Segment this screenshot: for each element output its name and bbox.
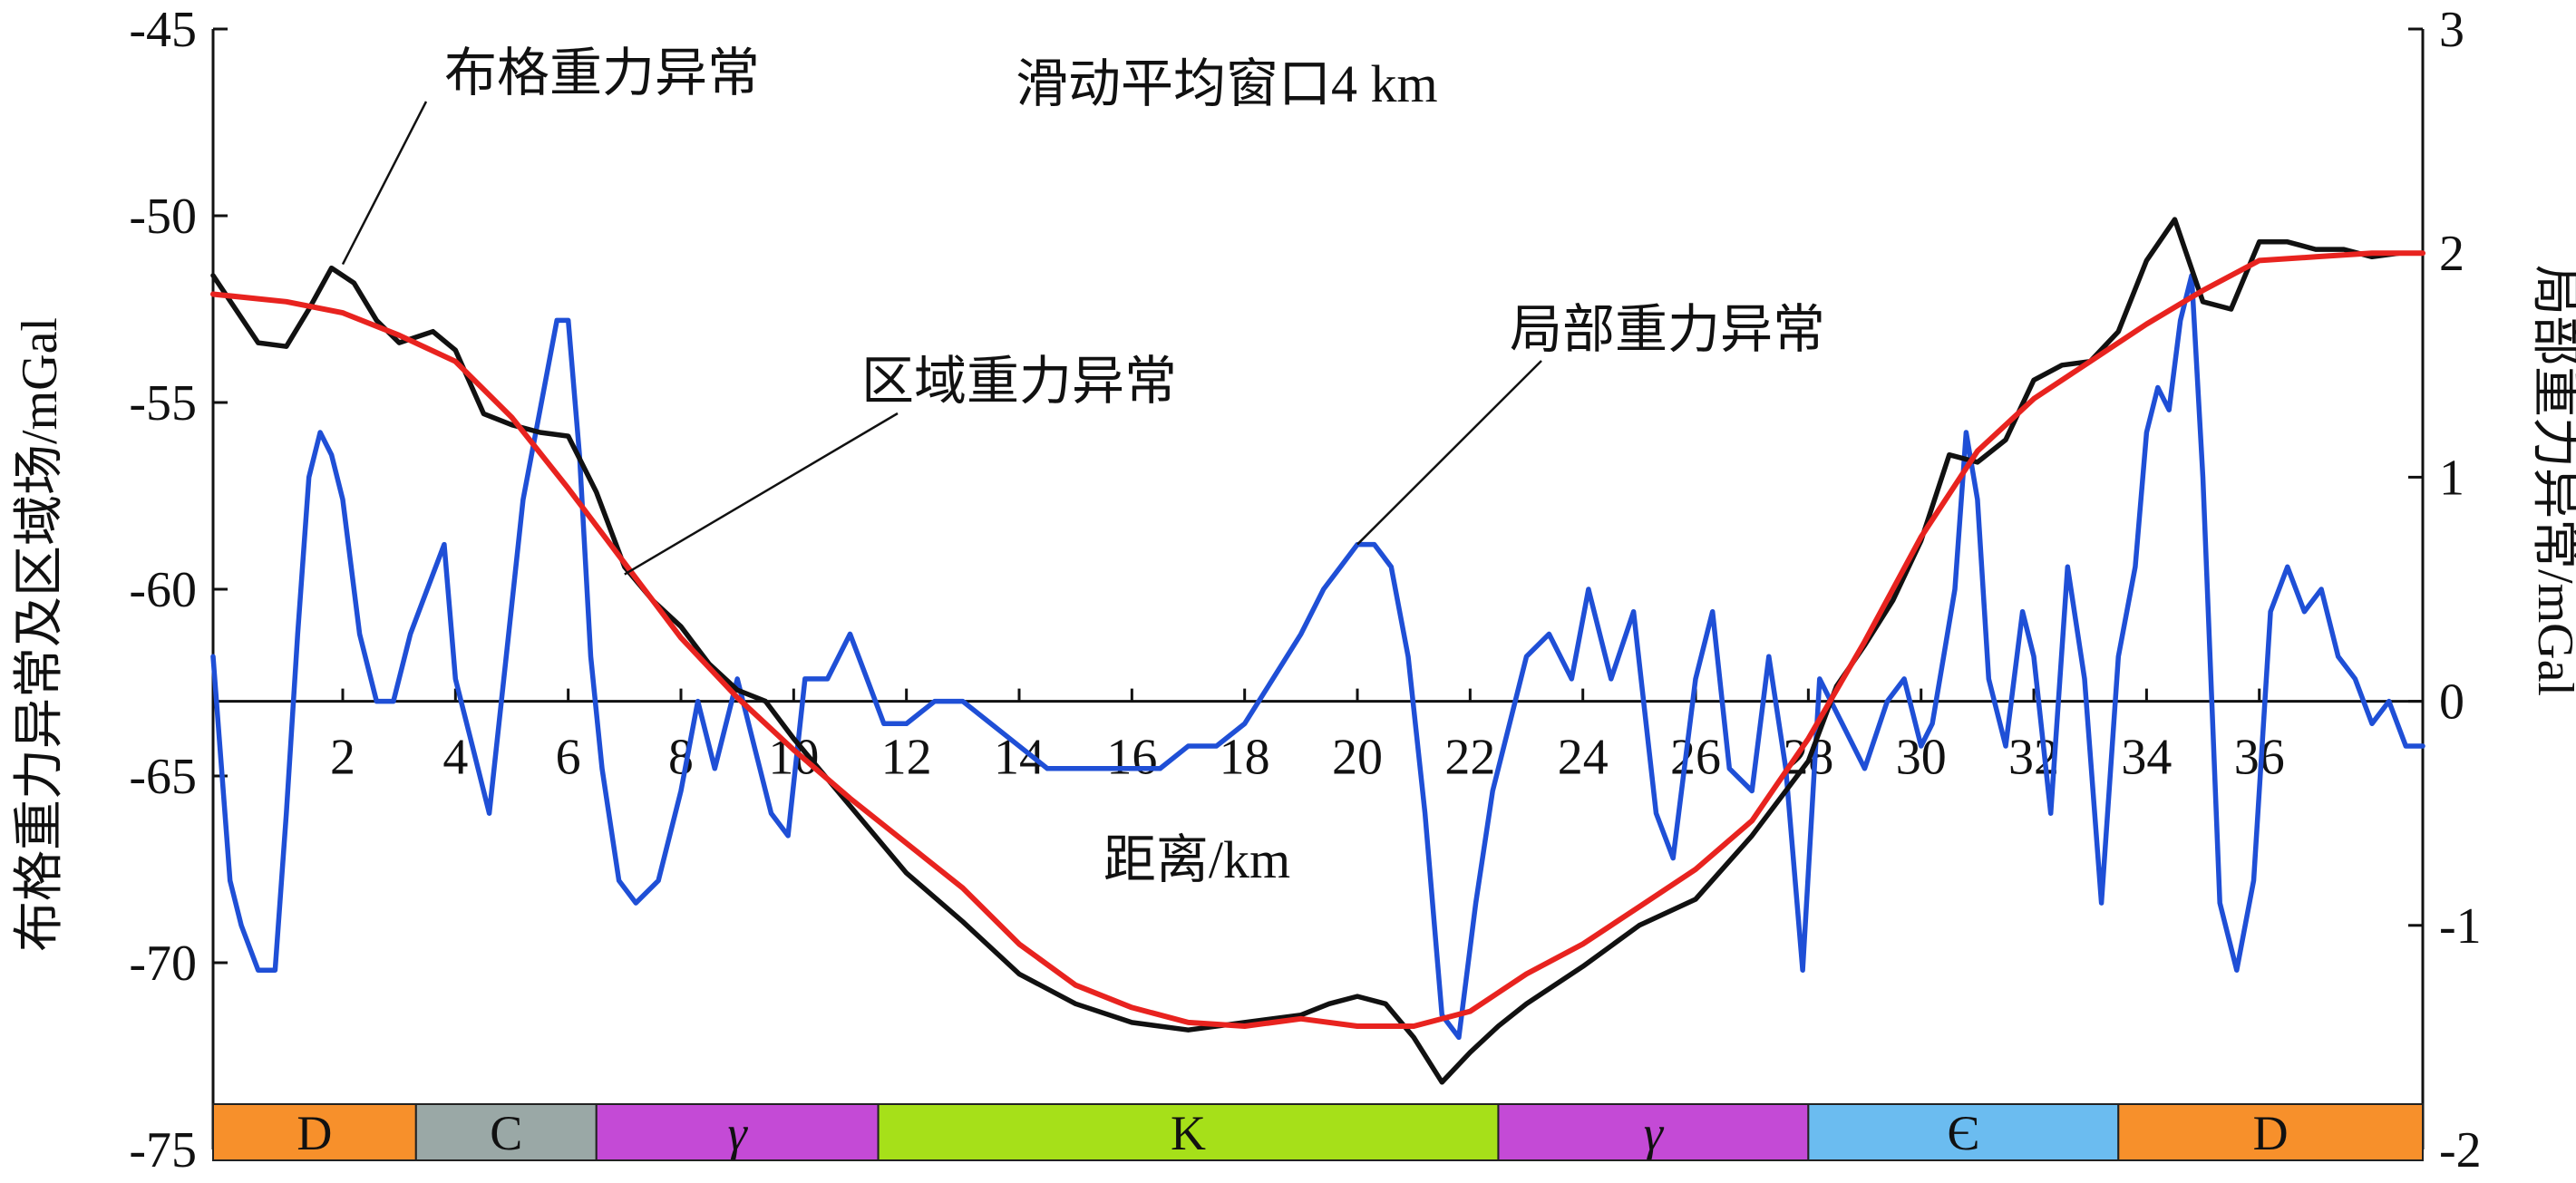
series-line-1 <box>210 217 2425 1085</box>
y-tick-label-right: -1 <box>2439 898 2482 955</box>
series-lines <box>210 217 2425 1085</box>
annotation-label: 布格重力异常 <box>444 44 760 102</box>
stratum-label: D <box>296 1106 332 1160</box>
x-tick-label: 4 <box>442 730 468 786</box>
y-tick-label-left: -70 <box>129 936 197 992</box>
x-tick-label: 32 <box>2008 730 2059 786</box>
x-tick-label: 34 <box>2121 730 2172 786</box>
annotation-leader <box>341 101 428 266</box>
x-axis-label: 距离/km <box>1103 830 1290 889</box>
stratum-block <box>414 1103 598 1161</box>
y-axis-label-right: 局部重力异常/mGal <box>2527 265 2576 696</box>
x-tick-label: 26 <box>1670 730 1721 786</box>
stratum-block <box>595 1103 880 1161</box>
y-tick-label-left: -55 <box>129 375 197 432</box>
x-tick-label: 12 <box>881 730 932 786</box>
window-note: 滑动平均窗口4 km <box>1016 54 1438 113</box>
axes: 2 4 6 8 10 12 14 16 18 20 22 24 26 28 30 32 34 36-45-50-5… <box>129 2 2481 1178</box>
stratum-block <box>2117 1103 2424 1161</box>
x-tick-label: 6 <box>556 730 581 786</box>
annotation-leader <box>624 412 899 576</box>
x-tick-label: 20 <box>1332 730 1383 786</box>
y-tick-label-left: -75 <box>129 1122 197 1178</box>
x-tick-label: 24 <box>1558 730 1609 786</box>
y-tick-label-left: -45 <box>129 2 197 58</box>
series-line-2 <box>210 250 2425 1029</box>
y-tick-label-right: 2 <box>2439 226 2464 282</box>
stratum-label: C <box>490 1106 522 1160</box>
chart-labels: 滑动平均窗口4 km 距离/km 布格重力异常及区域场/mGal 局部重力异常/… <box>12 54 2576 952</box>
y-tick-label-right: 1 <box>2439 450 2464 506</box>
series-line-3 <box>210 273 2425 1041</box>
y-tick-label-left: -65 <box>129 749 197 805</box>
stratum-block <box>212 1103 417 1161</box>
annotation-leader <box>1356 360 1542 546</box>
y-tick-label-left: -60 <box>129 562 197 618</box>
stratum-label: γ <box>728 1106 749 1160</box>
stratum-label: γ <box>1644 1106 1665 1160</box>
stratum-label: Є <box>1947 1106 1979 1160</box>
y-tick-label-right: 3 <box>2439 2 2464 58</box>
x-tick-label: 22 <box>1444 730 1495 786</box>
stratum-label: K <box>1171 1106 1206 1160</box>
y-tick-label-right: 0 <box>2439 674 2464 731</box>
y-tick-label-right: -2 <box>2439 1122 2482 1178</box>
annotation-label: 局部重力异常 <box>1510 300 1825 359</box>
y-tick-label-left: -50 <box>129 189 197 245</box>
stratum-block <box>1807 1103 2120 1161</box>
x-tick-label: 16 <box>1106 730 1157 786</box>
stratum-label: D <box>2253 1106 2289 1160</box>
y-axis-label-left: 布格重力异常及区域场/mGal <box>12 317 68 952</box>
annotation-label: 区域重力异常 <box>861 352 1177 411</box>
x-tick-label: 2 <box>330 730 355 786</box>
